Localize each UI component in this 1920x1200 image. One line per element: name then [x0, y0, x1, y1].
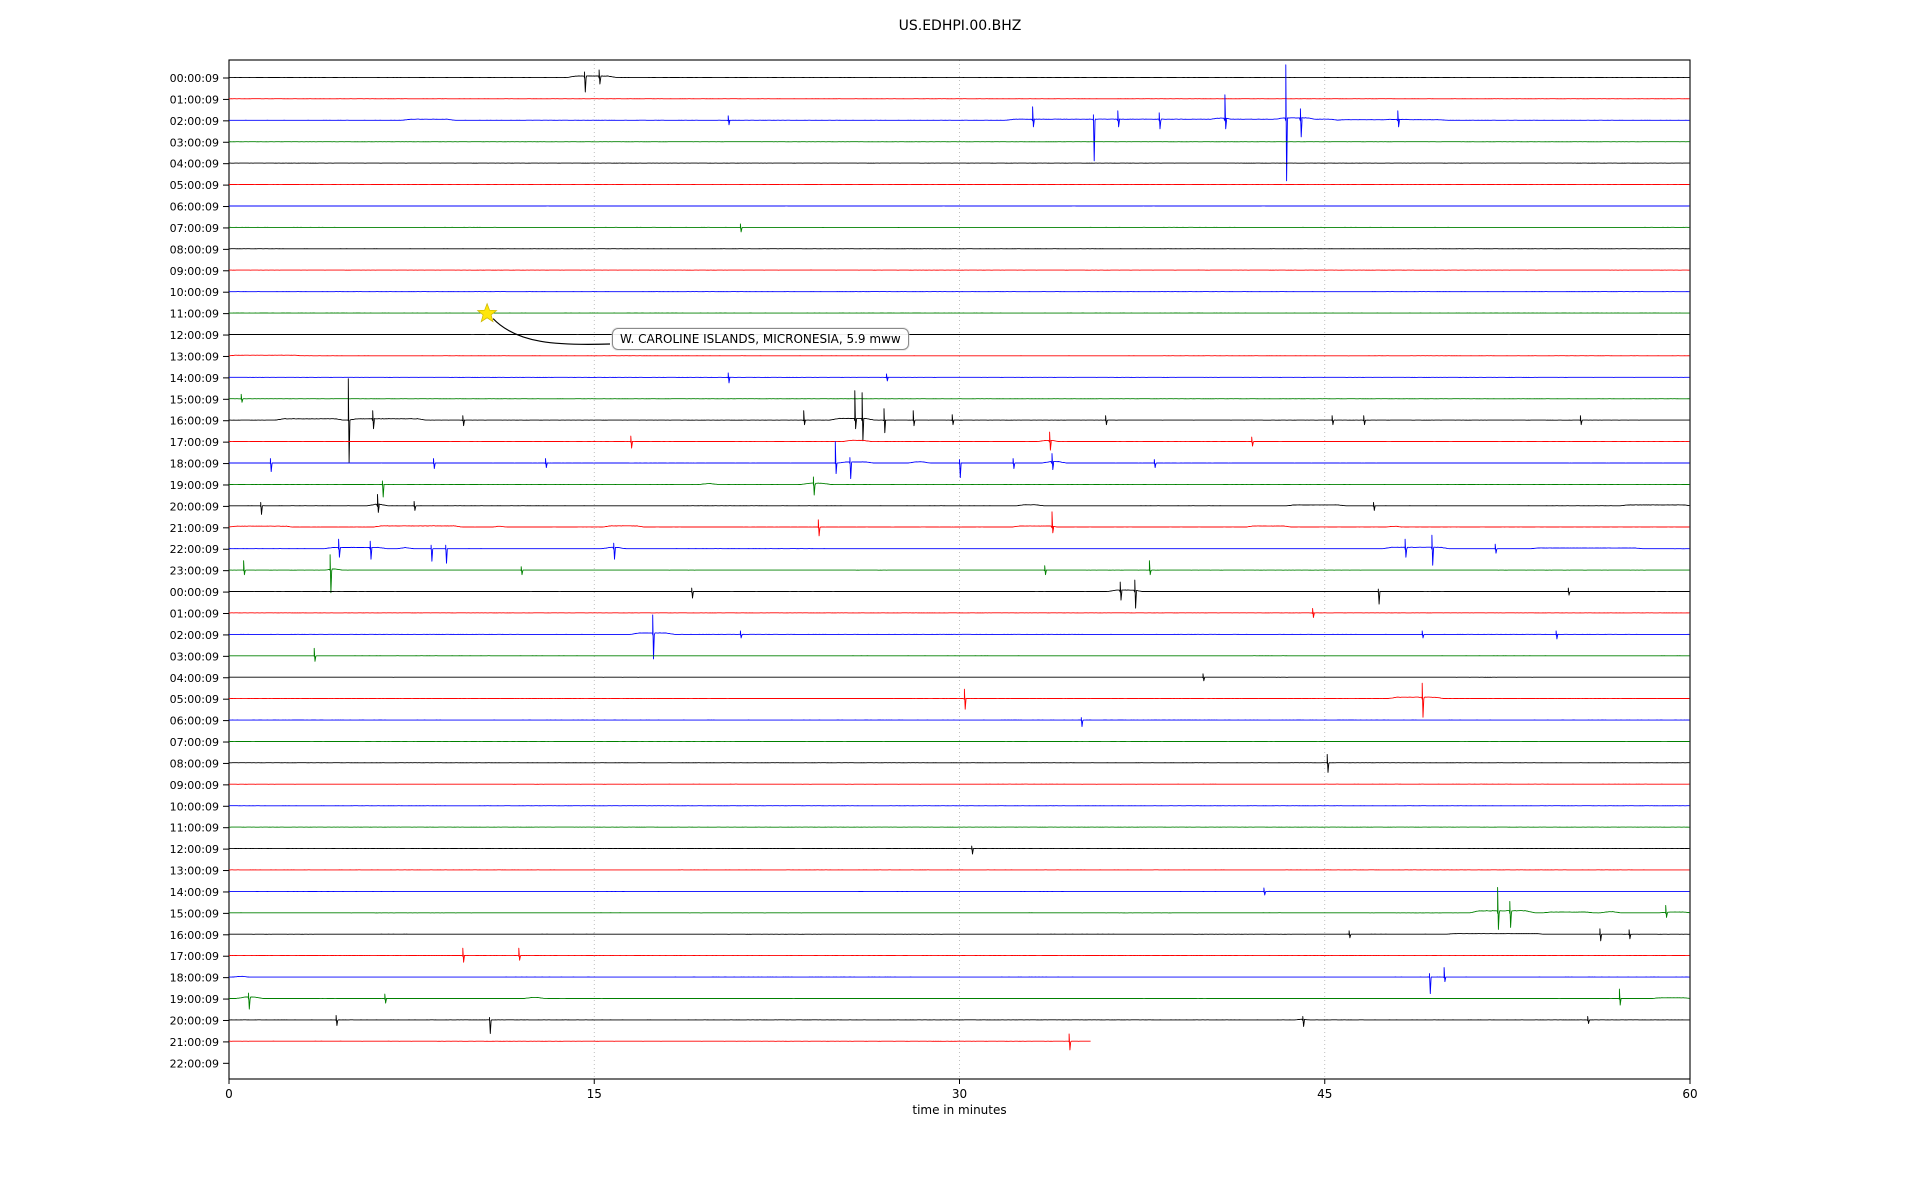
- trace-row-23: [229, 554, 1690, 594]
- row-label: 03:00:09: [170, 136, 219, 149]
- x-tick-label-45: 45: [1317, 1087, 1332, 1101]
- trace-row-44: [229, 1015, 1690, 1034]
- event-annotation-label[interactable]: W. CAROLINE ISLANDS, MICRONESIA, 5.9 mww: [612, 328, 909, 350]
- page-title: US.EDHPI.00.BHZ: [898, 18, 1022, 34]
- trace-row-40: [229, 928, 1690, 942]
- trace-row-2: [229, 64, 1690, 182]
- row-label: 07:00:09: [170, 222, 219, 235]
- row-label: 12:00:09: [170, 329, 219, 342]
- row-label: 13:00:09: [170, 350, 219, 363]
- row-label: 02:00:09: [170, 115, 219, 128]
- row-label: 23:00:09: [170, 565, 219, 578]
- x-tick-label-30: 30: [952, 1087, 967, 1101]
- row-label: 11:00:09: [170, 822, 219, 835]
- row-label: 19:00:09: [170, 479, 219, 492]
- trace-row-7: [228, 223, 1690, 233]
- x-tick-label-15: 15: [587, 1087, 602, 1101]
- trace-row-38: [229, 887, 1690, 896]
- row-label: 17:00:09: [170, 436, 219, 449]
- row-label: 08:00:09: [170, 757, 219, 770]
- trace-row-16: [229, 378, 1690, 464]
- row-label: 17:00:09: [170, 950, 219, 963]
- trace-row-17: [229, 431, 1690, 451]
- trace-row-15: [229, 393, 1690, 403]
- row-label: 19:00:09: [170, 993, 219, 1006]
- row-label: 06:00:09: [170, 715, 219, 728]
- trace-row-45: [229, 1033, 1091, 1051]
- trace-row-25: [229, 608, 1690, 618]
- row-label: 02:00:09: [170, 629, 219, 642]
- row-label: 08:00:09: [170, 243, 219, 256]
- trace-row-13: [228, 354, 1690, 357]
- row-label: 05:00:09: [170, 693, 219, 706]
- row-label: 00:00:09: [170, 72, 219, 85]
- row-label: 14:00:09: [170, 372, 219, 385]
- row-label: 18:00:09: [170, 972, 219, 985]
- x-tick-label-0: 0: [225, 1087, 233, 1101]
- row-label: 16:00:09: [170, 929, 219, 942]
- trace-row-21: [228, 511, 1690, 537]
- row-label: 16:00:09: [170, 415, 219, 428]
- trace-row-39: [229, 886, 1690, 930]
- trace-row-19: [229, 476, 1690, 498]
- row-label: 09:00:09: [170, 779, 219, 792]
- trace-row-24: [229, 579, 1690, 609]
- row-label: 04:00:09: [170, 158, 219, 171]
- row-label: 00:00:09: [170, 586, 219, 599]
- row-label: 21:00:09: [170, 1036, 219, 1049]
- trace-row-41: [228, 947, 1690, 963]
- row-label: 05:00:09: [170, 179, 219, 192]
- trace-row-14: [229, 372, 1690, 384]
- row-label: 10:00:09: [170, 800, 219, 813]
- row-label: 22:00:09: [170, 1057, 219, 1070]
- annotation-arrow: [492, 318, 611, 346]
- row-label: 21:00:09: [170, 522, 219, 535]
- row-label: 13:00:09: [170, 865, 219, 878]
- row-label: 10:00:09: [170, 286, 219, 299]
- x-axis-label: time in minutes: [912, 1103, 1007, 1117]
- trace-row-30: [229, 717, 1690, 728]
- row-label: 20:00:09: [170, 500, 219, 513]
- trace-row-27: [229, 647, 1690, 662]
- row-label: 09:00:09: [170, 265, 219, 278]
- row-label: 07:00:09: [170, 736, 219, 749]
- trace-row-32: [228, 753, 1690, 773]
- row-label: 15:00:09: [170, 907, 219, 920]
- row-label: 11:00:09: [170, 308, 219, 321]
- row-label: 20:00:09: [170, 1014, 219, 1027]
- trace-row-28: [229, 673, 1690, 682]
- row-label: 01:00:09: [170, 93, 219, 106]
- trace-row-43: [229, 988, 1690, 1010]
- trace-row-26: [229, 614, 1690, 660]
- trace-row-22: [228, 534, 1690, 566]
- trace-row-36: [228, 845, 1690, 855]
- event-star-marker[interactable]: [476, 302, 498, 323]
- trace-row-42: [229, 967, 1690, 995]
- x-tick-label-60: 60: [1682, 1087, 1697, 1101]
- trace-row-20: [229, 493, 1690, 515]
- trace-row-18: [229, 441, 1690, 480]
- trace-row-0: [229, 69, 1690, 93]
- row-label: 18:00:09: [170, 458, 219, 471]
- row-label: 12:00:09: [170, 843, 219, 856]
- row-label: 04:00:09: [170, 672, 219, 685]
- row-label: 22:00:09: [170, 543, 219, 556]
- row-label: 03:00:09: [170, 650, 219, 663]
- row-label: 06:00:09: [170, 201, 219, 214]
- trace-row-29: [228, 682, 1690, 718]
- row-label: 14:00:09: [170, 886, 219, 899]
- row-label: 01:00:09: [170, 608, 219, 621]
- row-label: 15:00:09: [170, 393, 219, 406]
